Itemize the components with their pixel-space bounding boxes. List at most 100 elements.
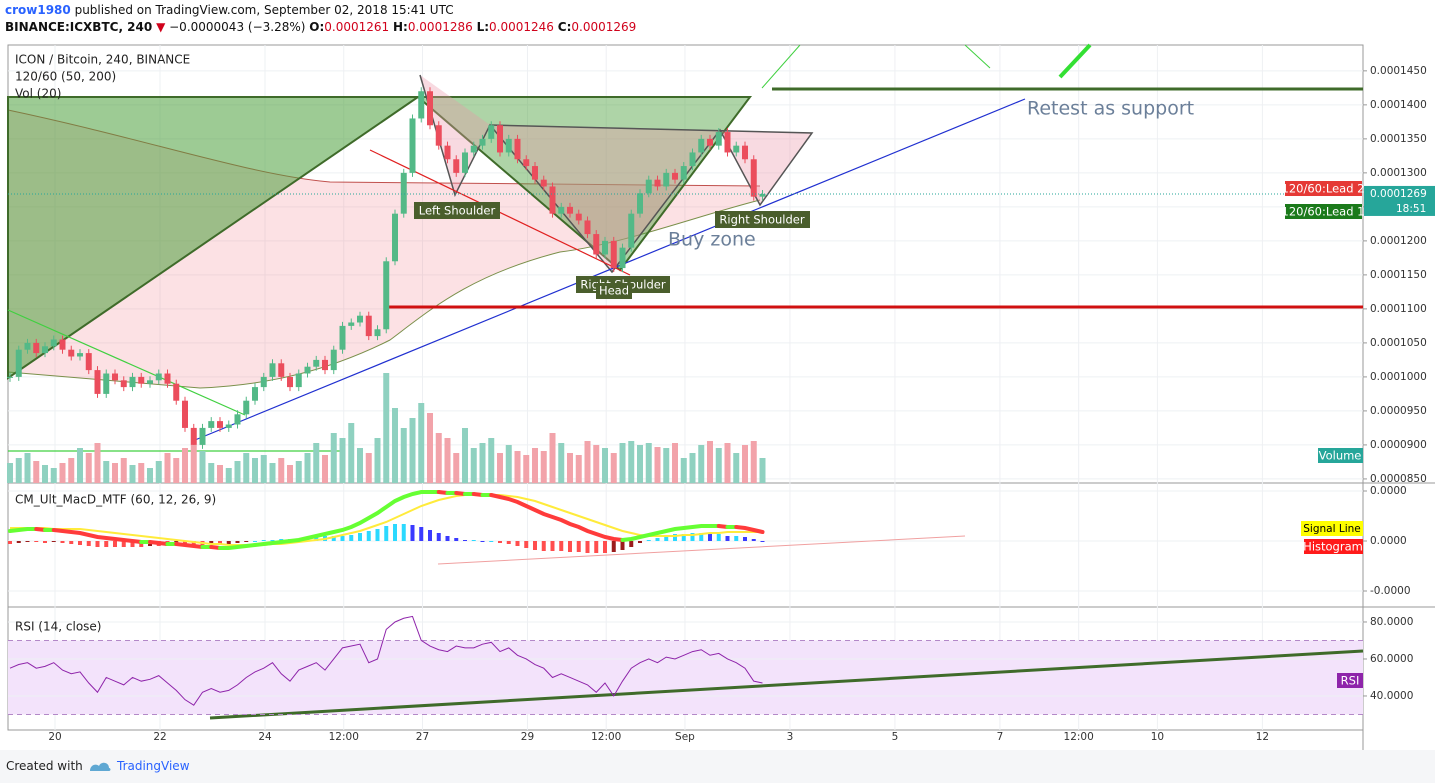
candle (173, 383, 180, 401)
l-label: L: (476, 20, 490, 34)
y-tick-label: 0.0000 (1370, 485, 1407, 497)
y-tick-label: 0.0001150 (1370, 269, 1427, 281)
candle (462, 152, 468, 173)
volume-bar (295, 461, 302, 483)
histogram-bar (209, 541, 214, 544)
volume-bar (663, 448, 670, 483)
volume-bar (383, 373, 390, 483)
volume-bar (278, 458, 285, 483)
volume-bar (313, 443, 320, 483)
volume-bar (540, 451, 547, 483)
histogram-bar (393, 524, 397, 541)
volume-bar (689, 453, 696, 483)
candle (602, 240, 608, 255)
histogram-bar (34, 541, 39, 542)
candle (540, 179, 547, 187)
volume-bar (453, 453, 460, 483)
volume-bar (208, 463, 215, 483)
trendline (437, 535, 966, 565)
x-tick-label: 12:00 (329, 731, 359, 743)
histogram-bar (673, 534, 677, 541)
histogram-bar (716, 534, 721, 541)
candle (330, 349, 337, 371)
histogram-bar (559, 541, 564, 551)
y-tick-label: 0.0001050 (1370, 337, 1427, 349)
author[interactable]: crow1980 (5, 3, 71, 17)
candle (243, 400, 250, 415)
histogram-bar (664, 536, 669, 541)
volume-bar (418, 403, 425, 483)
volume-bar (94, 443, 101, 483)
y-tick-label: 0.0001300 (1370, 167, 1427, 179)
header: crow1980 published on TradingView.com, S… (5, 2, 636, 36)
histogram-bar (401, 524, 406, 541)
countdown: 18:51 (1396, 203, 1426, 215)
histogram-bar (690, 533, 695, 541)
x-tick-label: 12:00 (591, 731, 621, 743)
volume-bar (15, 458, 22, 483)
volume-bar (103, 461, 110, 483)
candle (584, 220, 591, 235)
annotation: Buy zone (668, 229, 756, 251)
label-box (715, 211, 810, 228)
histogram-bar (611, 541, 616, 552)
volume-bar (505, 445, 512, 483)
candle (435, 125, 442, 146)
brand[interactable]: TradingView (117, 759, 190, 773)
lead-label: 120/60:Lead 2 (1282, 182, 1365, 196)
candle (112, 373, 118, 381)
histogram-bar (550, 541, 555, 551)
y-tick-label: 0.0001100 (1370, 303, 1427, 315)
histogram-bar (463, 540, 467, 541)
rsi-badge (1337, 673, 1363, 688)
y-tick-label: 0.0000900 (1370, 439, 1427, 451)
volume-bar (138, 463, 145, 483)
candle (628, 213, 635, 248)
candle (689, 152, 696, 167)
candle (182, 400, 188, 428)
histogram-bar (708, 534, 712, 541)
histogram-bar (130, 541, 135, 547)
trendline (209, 649, 1364, 720)
histogram-bar (253, 541, 257, 542)
h-label: H: (393, 20, 408, 34)
volume-bar (497, 453, 503, 483)
volume-bar (724, 443, 731, 483)
candle (698, 138, 705, 153)
candle (295, 373, 302, 388)
volume-bar (322, 455, 328, 483)
histogram-bar (568, 541, 572, 552)
rsi-label: RSI (1341, 674, 1360, 688)
logo (90, 762, 111, 771)
candle (225, 424, 232, 428)
histogram-bar (366, 531, 371, 541)
candle (409, 118, 416, 173)
histogram-bar (113, 541, 117, 547)
o-label: O: (309, 20, 325, 34)
arrow (1058, 43, 1092, 79)
x-tick-label: Sep (675, 731, 695, 743)
signal-line (10, 494, 763, 546)
histogram-bar (69, 541, 74, 544)
volume-bar (593, 445, 600, 483)
candle (68, 349, 75, 357)
volume-bar (462, 428, 468, 483)
volume-bar (42, 465, 48, 483)
hist-label: Histogram (1303, 540, 1363, 554)
histogram-bar (533, 541, 537, 550)
candle (514, 138, 521, 160)
histogram-bar (576, 541, 581, 552)
histogram-bar (681, 534, 686, 541)
histogram-bar (358, 533, 362, 541)
histogram-bar (585, 541, 590, 553)
volume-bar (654, 447, 661, 483)
signal-label: Signal Line (1303, 523, 1360, 535)
histogram-bar (751, 539, 756, 541)
candle (33, 342, 40, 354)
volume-bar (759, 458, 766, 483)
legend: Vol (20) (15, 87, 61, 101)
price-badge (1364, 185, 1435, 216)
histogram-bar (655, 538, 660, 541)
histogram-bar (349, 535, 354, 541)
y-tick-label: 0.0000950 (1370, 405, 1427, 417)
